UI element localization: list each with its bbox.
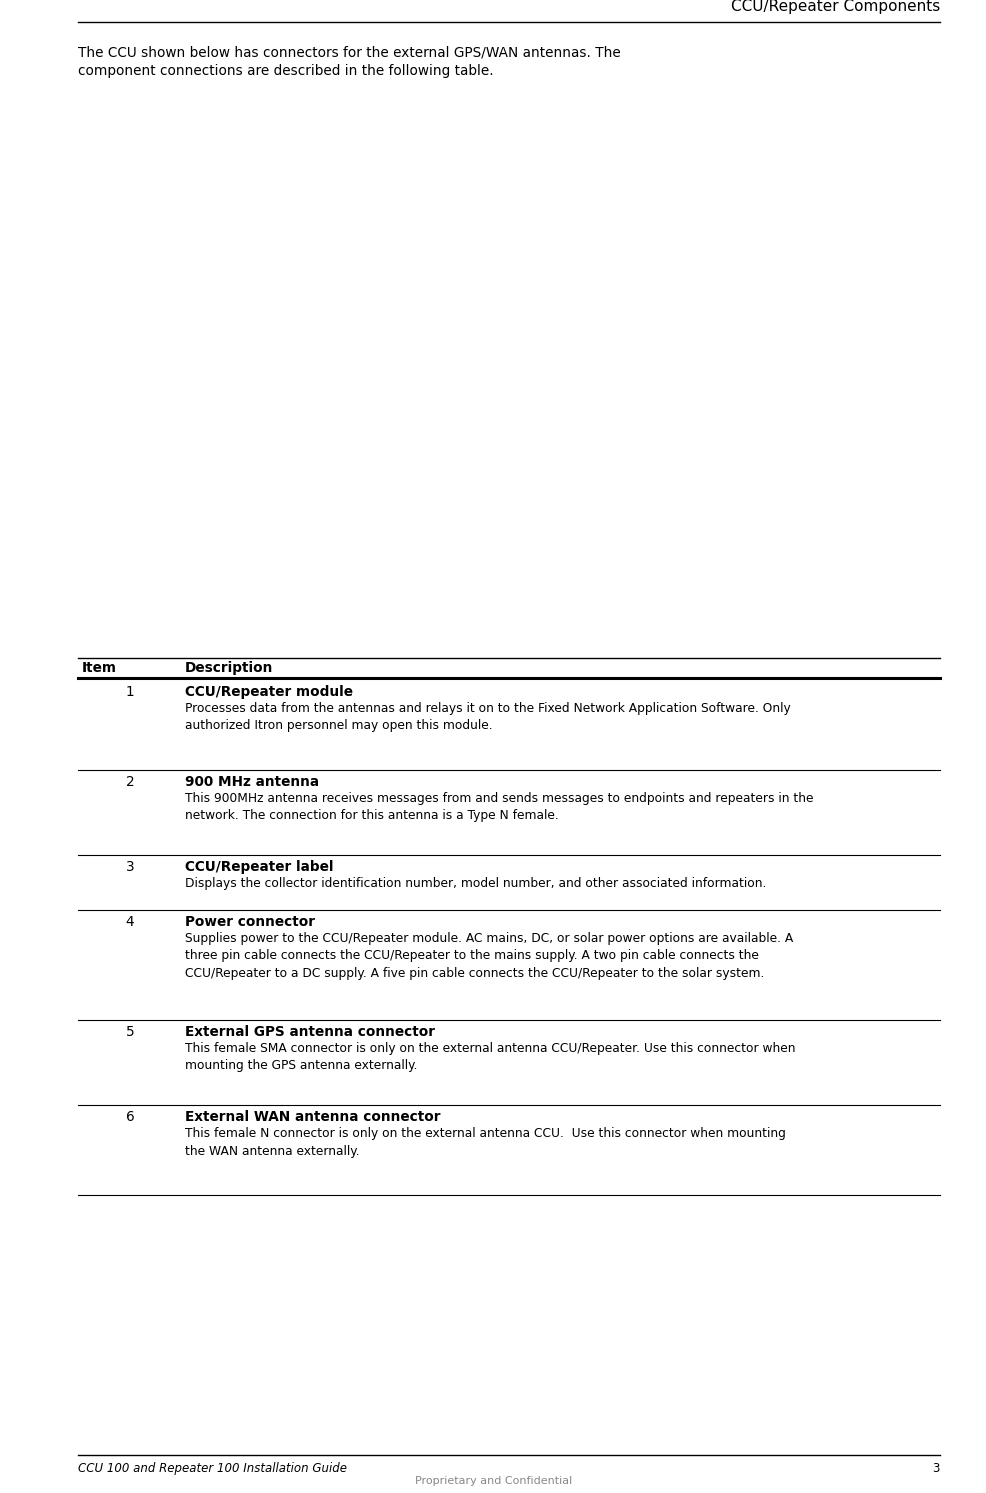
Text: 4: 4 <box>125 915 134 929</box>
Text: External WAN antenna connector: External WAN antenna connector <box>184 1109 440 1124</box>
Text: Displays the collector identification number, model number, and other associated: Displays the collector identification nu… <box>184 876 765 890</box>
Text: 6: 6 <box>125 1109 134 1124</box>
Text: CCU/Repeater Components: CCU/Repeater Components <box>730 0 939 13</box>
Text: 3: 3 <box>125 860 134 873</box>
Text: 3: 3 <box>932 1462 939 1475</box>
Text: CCU 100 and Repeater 100 Installation Guide: CCU 100 and Repeater 100 Installation Gu… <box>78 1462 347 1475</box>
Text: Power connector: Power connector <box>184 915 315 929</box>
Text: The CCU shown below has connectors for the external GPS/WAN antennas. The
compon: The CCU shown below has connectors for t… <box>78 45 620 79</box>
Text: CCU/Repeater label: CCU/Repeater label <box>184 860 333 873</box>
Text: External GPS antenna connector: External GPS antenna connector <box>184 1026 435 1039</box>
Text: This 900MHz antenna receives messages from and sends messages to endpoints and r: This 900MHz antenna receives messages fr… <box>184 791 812 823</box>
Text: CCU/Repeater module: CCU/Repeater module <box>184 685 353 699</box>
Text: 900 MHz antenna: 900 MHz antenna <box>184 775 318 788</box>
Text: Description: Description <box>184 661 273 675</box>
Text: 1: 1 <box>125 685 134 699</box>
Text: Supplies power to the CCU/Repeater module. AC mains, DC, or solar power options : Supplies power to the CCU/Repeater modul… <box>184 932 793 979</box>
Text: 5: 5 <box>125 1026 134 1039</box>
Text: This female SMA connector is only on the external antenna CCU/Repeater. Use this: This female SMA connector is only on the… <box>184 1042 795 1072</box>
Text: Proprietary and Confidential: Proprietary and Confidential <box>414 1477 572 1486</box>
Text: This female N connector is only on the external antenna CCU.  Use this connector: This female N connector is only on the e… <box>184 1127 785 1157</box>
Text: Item: Item <box>82 661 117 675</box>
Text: Processes data from the antennas and relays it on to the Fixed Network Applicati: Processes data from the antennas and rel… <box>184 702 790 733</box>
Text: 2: 2 <box>125 775 134 788</box>
